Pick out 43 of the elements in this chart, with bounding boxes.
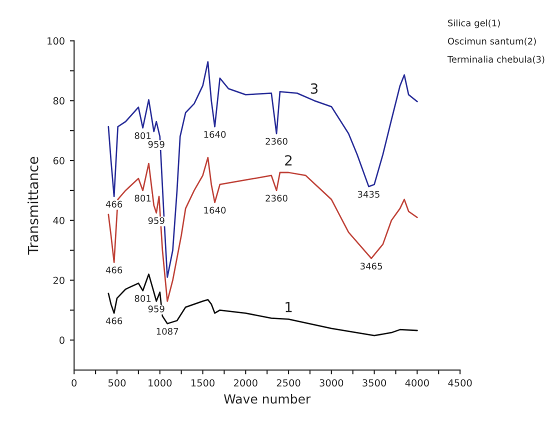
annotation: 3435 <box>358 190 380 198</box>
y-tick-label: 80 <box>53 97 64 105</box>
y-tick-label: 40 <box>53 216 64 224</box>
y-tick-label: 100 <box>48 37 64 45</box>
annotation: 801 <box>134 194 151 202</box>
annotation: 1 <box>286 302 292 312</box>
annotation: 801 <box>134 295 151 302</box>
annotation: 1087 <box>156 328 178 335</box>
annotation: 959 <box>148 306 164 312</box>
annotation: 2360 <box>266 138 288 145</box>
annotation: 2 <box>285 155 292 166</box>
x-tick-label: 4000 <box>405 379 429 387</box>
annotation: 466 <box>106 266 122 274</box>
annotation: 1640 <box>204 206 226 214</box>
annotation: 959 <box>148 217 164 224</box>
line-series <box>108 274 418 336</box>
x-tick-label: 2000 <box>234 379 258 387</box>
annotation: 3 <box>310 83 318 94</box>
line-series <box>108 61 418 278</box>
annotation: 959 <box>148 140 164 148</box>
x-tick-label: 1000 <box>148 379 172 387</box>
annotation: 466 <box>106 317 122 324</box>
annotation: 1640 <box>204 131 226 138</box>
annotation: Oscimun santum(2) <box>448 38 536 46</box>
x-tick-label: 3500 <box>362 379 386 387</box>
line-series <box>108 156 418 302</box>
x-axis-title: Wave number <box>224 394 311 404</box>
text: Silica gel(1) <box>448 19 500 28</box>
annotation: 3465 <box>360 262 382 270</box>
y-tick-label: 0 <box>60 336 64 344</box>
annotation: 466 <box>106 200 122 208</box>
annotation: 801 <box>134 132 151 140</box>
annotation: Terminalia chebula(3) <box>447 56 544 64</box>
x-tick-label: 3000 <box>320 379 344 387</box>
y-tick-label: 20 <box>53 276 64 284</box>
x-tick-label: 2500 <box>276 379 300 387</box>
annotation: 2360 <box>266 194 288 202</box>
x-tick-label: 4500 <box>448 379 472 387</box>
y-tick-label: 60 <box>53 157 64 164</box>
x-tick-label: 0 <box>72 379 77 387</box>
x-tick-label: 500 <box>108 379 126 387</box>
x-tick-label: 1500 <box>191 379 214 387</box>
y-axis-title: Transmittance <box>28 156 38 255</box>
